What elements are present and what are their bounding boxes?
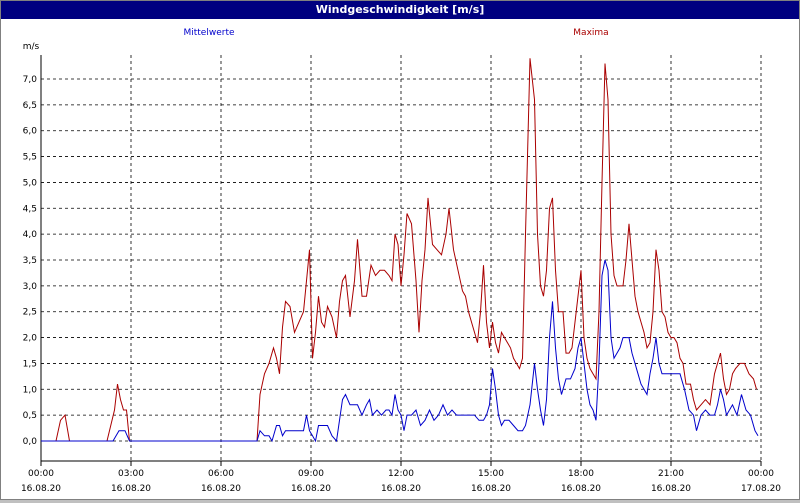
axis-frame: [40, 55, 762, 466]
y-tick-label: 6,5: [23, 101, 37, 111]
y-tick-label: 0,5: [23, 411, 37, 421]
legend-maxima: Maxima: [573, 28, 608, 38]
x-tick-time: 03:00: [118, 469, 144, 479]
y-tick-labels: 0,0 0,5 1,0 1,5 2,0 2,5 3,0 3,5 4,0 4,5 5,0 5,5 6,0 6…: [23, 75, 38, 447]
y-tick-label: 1,0: [23, 385, 38, 395]
x-tick-date: 16.08.20: [651, 484, 691, 494]
x-tick-date: 16.08.20: [561, 484, 601, 494]
chart-plot-area: Mittelwerte Maxima m/s 0,0 0,5 1,0 1,5 2,0 2,…: [1, 19, 799, 499]
x-tick-date: 16.08.20: [381, 484, 421, 494]
y-axis-label: m/s: [23, 42, 40, 52]
grid-lines: [40, 55, 762, 461]
x-tick-time: 21:00: [658, 469, 684, 479]
x-tick-time: 00:00: [748, 469, 774, 479]
x-tick-time: 15:00: [478, 469, 504, 479]
y-tick-label: 3,0: [23, 282, 38, 292]
legend-mittelwerte: Mittelwerte: [183, 28, 234, 38]
x-tick-time: 09:00: [298, 469, 324, 479]
x-tick-date: 16.08.20: [21, 484, 61, 494]
maxima-series-line: [41, 58, 757, 442]
x-tick-time: 12:00: [388, 469, 414, 479]
x-tick-date: 16.08.20: [111, 484, 151, 494]
y-tick-label: 4,5: [23, 204, 37, 214]
x-tick-time: 06:00: [208, 469, 234, 479]
x-tick-labels: 00:00 16.08.20 03:00 16.08.20 06:00 16.08.20 0…: [21, 469, 781, 494]
y-tick-label: 7,0: [23, 75, 38, 85]
x-tick-date: 16.08.20: [201, 484, 241, 494]
y-tick-label: 6,0: [23, 127, 38, 137]
x-tick-date: 17.08.20: [741, 484, 781, 494]
mittelwerte-series-line: [41, 259, 759, 443]
y-tick-label: 0,0: [23, 437, 38, 447]
wind-speed-chart: Mittelwerte Maxima m/s 0,0 0,5 1,0 1,5 2,0 2,…: [21, 28, 781, 494]
data-series: [41, 58, 759, 443]
x-tick-time: 00:00: [28, 469, 54, 479]
y-tick-label: 3,5: [23, 256, 37, 266]
x-tick-time: 18:00: [568, 469, 594, 479]
y-tick-label: 2,0: [23, 334, 38, 344]
y-tick-label: 2,5: [23, 308, 37, 318]
x-tick-date: 16.08.20: [291, 484, 331, 494]
x-tick-date: 16.08.20: [471, 484, 511, 494]
y-tick-label: 5,5: [23, 153, 37, 163]
y-tick-label: 4,0: [23, 230, 38, 240]
y-tick-label: 1,5: [23, 359, 37, 369]
window-title: Windgeschwindigkeit [m/s]: [1, 1, 799, 19]
y-tick-label: 5,0: [23, 178, 38, 188]
